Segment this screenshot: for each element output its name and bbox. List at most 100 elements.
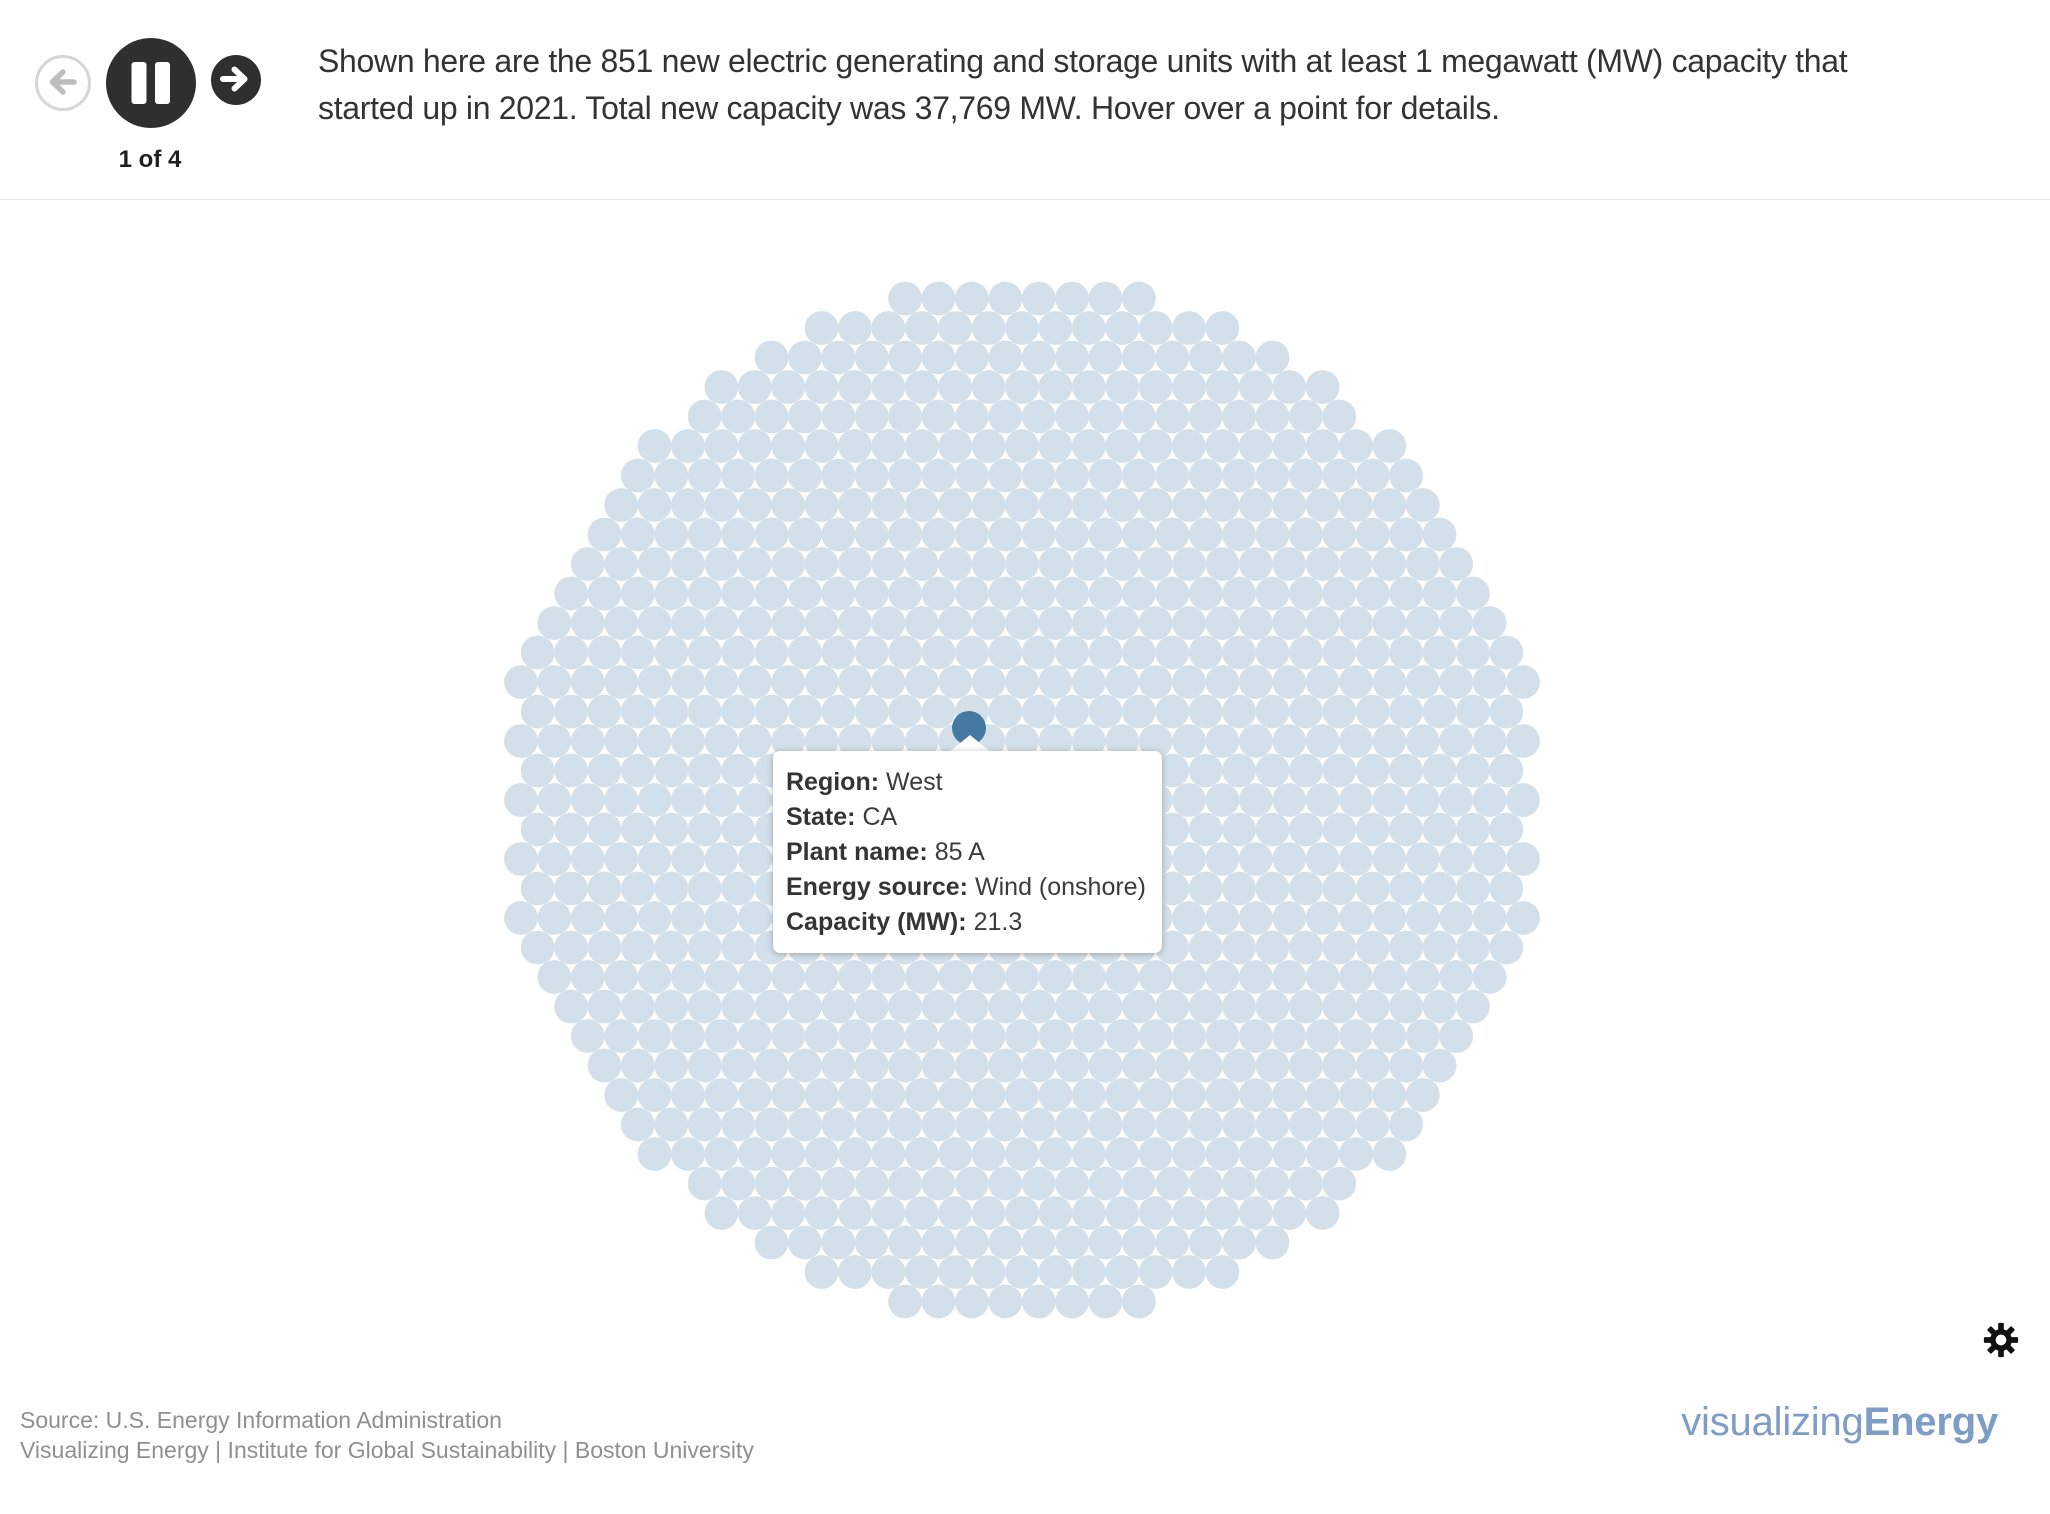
unit-dot[interactable] — [604, 488, 639, 522]
unit-dot[interactable] — [721, 1166, 755, 1201]
unit-dot[interactable] — [537, 665, 572, 699]
unit-dot[interactable] — [621, 812, 655, 847]
unit-dot[interactable] — [1155, 989, 1190, 1024]
unit-dot[interactable] — [821, 458, 856, 493]
unit-dot[interactable] — [587, 989, 622, 1024]
unit-dot[interactable] — [1322, 1048, 1357, 1083]
unit-dot[interactable] — [737, 547, 772, 581]
unit-dot[interactable] — [554, 871, 588, 906]
unit-dot[interactable] — [838, 960, 872, 994]
unit-dot[interactable] — [1071, 1137, 1106, 1171]
unit-dot[interactable] — [1489, 753, 1524, 788]
unit-dot[interactable] — [1255, 989, 1290, 1024]
unit-dot[interactable] — [1472, 783, 1507, 817]
unit-dot[interactable] — [704, 665, 739, 699]
unit-dot[interactable] — [604, 783, 639, 817]
unit-dot[interactable] — [1071, 429, 1106, 463]
unit-dot[interactable] — [854, 635, 889, 670]
unit-dot[interactable] — [1155, 871, 1190, 906]
unit-dot[interactable] — [737, 1196, 772, 1230]
unit-dot[interactable] — [788, 517, 822, 552]
unit-dot[interactable] — [1222, 1107, 1256, 1142]
unit-dot[interactable] — [754, 1107, 789, 1142]
unit-dot[interactable] — [637, 1137, 672, 1171]
unit-dot[interactable] — [1472, 842, 1507, 876]
unit-dot[interactable] — [1322, 694, 1357, 729]
unit-dot[interactable] — [1389, 753, 1423, 788]
unit-dot[interactable] — [888, 1107, 922, 1142]
unit-dot[interactable] — [1339, 429, 1373, 463]
unit-dot[interactable] — [854, 1225, 889, 1260]
unit-dot[interactable] — [1172, 1137, 1206, 1171]
unit-dot[interactable] — [854, 399, 889, 434]
unit-dot[interactable] — [871, 606, 906, 640]
unit-dot[interactable] — [1188, 989, 1223, 1024]
unit-dot[interactable] — [520, 753, 555, 788]
unit-dot[interactable] — [938, 311, 973, 345]
unit-dot[interactable] — [955, 989, 989, 1024]
unit-dot[interactable] — [1205, 901, 1240, 935]
unit-dot[interactable] — [1155, 517, 1190, 552]
unit-dot[interactable] — [771, 547, 806, 581]
unit-dot[interactable] — [804, 547, 839, 581]
unit-dot[interactable] — [854, 989, 889, 1024]
unit-dot[interactable] — [1005, 1078, 1039, 1112]
unit-dot[interactable] — [1021, 1225, 1056, 1260]
unit-dot[interactable] — [721, 989, 755, 1024]
unit-dot[interactable] — [1038, 1196, 1073, 1230]
unit-dot[interactable] — [988, 340, 1023, 375]
unit-dot[interactable] — [754, 340, 789, 375]
unit-dot[interactable] — [904, 547, 939, 581]
unit-dot[interactable] — [971, 1019, 1006, 1053]
unit-dot[interactable] — [1339, 488, 1373, 522]
unit-dot[interactable] — [637, 724, 672, 758]
unit-dot[interactable] — [1289, 1107, 1323, 1142]
unit-dot[interactable] — [1255, 1107, 1290, 1142]
unit-dot[interactable] — [1038, 1078, 1073, 1112]
unit-dot[interactable] — [1205, 1196, 1240, 1230]
unit-dot[interactable] — [1105, 547, 1140, 581]
unit-dot[interactable] — [1339, 665, 1373, 699]
unit-dot[interactable] — [1439, 842, 1474, 876]
unit-dot[interactable] — [1138, 606, 1173, 640]
unit-dot[interactable] — [1238, 1019, 1273, 1053]
unit-dot[interactable] — [1105, 606, 1140, 640]
unit-dot[interactable] — [838, 1255, 872, 1289]
unit-dot[interactable] — [1038, 1255, 1073, 1289]
unit-dot[interactable] — [1222, 871, 1256, 906]
unit-dot[interactable] — [1439, 606, 1474, 640]
unit-dot[interactable] — [1238, 370, 1273, 404]
unit-dot[interactable] — [1071, 960, 1106, 994]
unit-dot[interactable] — [1322, 576, 1357, 611]
unit-dot[interactable] — [1456, 635, 1490, 670]
unit-dot[interactable] — [1255, 871, 1290, 906]
unit-dot[interactable] — [637, 960, 672, 994]
unit-dot[interactable] — [1272, 547, 1307, 581]
unit-dot[interactable] — [821, 1107, 856, 1142]
unit-dot[interactable] — [1138, 960, 1173, 994]
unit-dot[interactable] — [1055, 1048, 1089, 1083]
unit-dot[interactable] — [854, 517, 889, 552]
unit-dot[interactable] — [1088, 1166, 1123, 1201]
unit-dot[interactable] — [1305, 842, 1340, 876]
unit-dot[interactable] — [587, 517, 622, 552]
unit-dot[interactable] — [1155, 1166, 1190, 1201]
unit-dot[interactable] — [654, 458, 689, 493]
unit-dot[interactable] — [1322, 517, 1357, 552]
unit-dot[interactable] — [1188, 871, 1223, 906]
unit-dot[interactable] — [1038, 606, 1073, 640]
unit-dot[interactable] — [921, 576, 956, 611]
unit-dot[interactable] — [1105, 1255, 1140, 1289]
unit-dot[interactable] — [788, 458, 822, 493]
unit-dot[interactable] — [1105, 311, 1140, 345]
unit-dot[interactable] — [1272, 606, 1307, 640]
unit-dot[interactable] — [1489, 812, 1524, 847]
unit-dot[interactable] — [1222, 399, 1256, 434]
unit-dot[interactable] — [1305, 783, 1340, 817]
unit-dot[interactable] — [537, 960, 572, 994]
unit-dot[interactable] — [938, 606, 973, 640]
unit-dot[interactable] — [1272, 1196, 1307, 1230]
unit-dot[interactable] — [721, 694, 755, 729]
unit-dot[interactable] — [621, 458, 655, 493]
unit-dot[interactable] — [1389, 989, 1423, 1024]
